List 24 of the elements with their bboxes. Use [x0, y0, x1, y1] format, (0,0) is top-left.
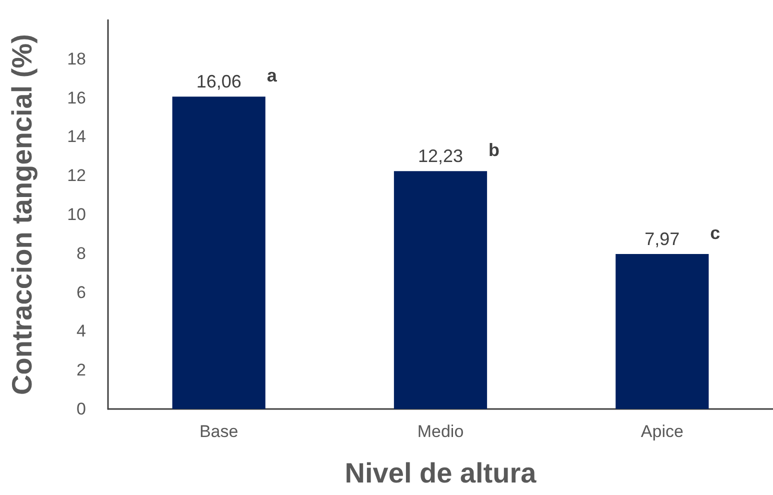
y-tick-label: 6: [76, 282, 86, 302]
y-tick-label: 14: [67, 127, 86, 146]
y-tick-label: 2: [76, 360, 86, 380]
y-tick-label: 12: [67, 166, 86, 186]
y-tick-label: 8: [76, 244, 86, 263]
y-tick-label: 10: [67, 205, 86, 224]
bar: [394, 171, 488, 409]
data-label: 7,97: [644, 228, 680, 249]
x-tick-label: Base: [199, 422, 238, 441]
y-tick-label: 18: [67, 49, 86, 68]
x-tick-label: Medio: [417, 422, 464, 441]
annotation: c: [710, 222, 720, 243]
annotation: b: [488, 140, 500, 160]
y-tick-label: 4: [76, 322, 86, 341]
y-axis-title: Contraccion tangencial (%): [6, 34, 38, 395]
data-label: 16,06: [196, 72, 242, 92]
x-tick-label: Apice: [640, 422, 684, 441]
x-axis-title: Nivel de altura: [344, 458, 537, 488]
bar: [616, 254, 709, 409]
bar: [172, 96, 266, 409]
annotation: a: [266, 66, 278, 86]
y-tick-label: 16: [67, 88, 86, 108]
data-label: 12,23: [418, 146, 464, 166]
y-tick-label: 0: [76, 400, 86, 418]
